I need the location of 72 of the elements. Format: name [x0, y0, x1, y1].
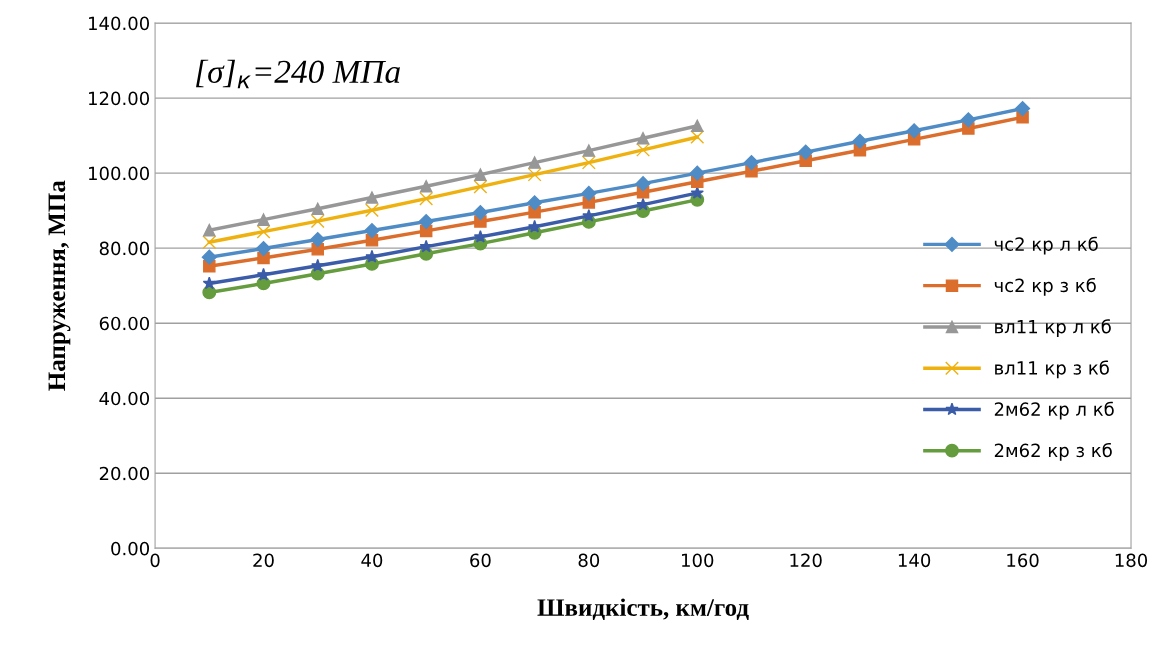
- y-tick-label: 40.00: [99, 391, 150, 406]
- x-tick-label: 140: [898, 553, 931, 568]
- x-tick-label: 20: [253, 553, 274, 568]
- point: [527, 195, 543, 211]
- y-tick-label: 140.00: [89, 16, 150, 31]
- point: [960, 112, 976, 128]
- point: [472, 204, 488, 221]
- point: [256, 267, 271, 281]
- point: [636, 131, 650, 145]
- point: [419, 239, 433, 253]
- point: [202, 276, 216, 290]
- point: [365, 249, 379, 263]
- point: [365, 191, 379, 204]
- point: [636, 142, 650, 157]
- point: [473, 179, 488, 194]
- y-tick-label: 100.00: [89, 166, 150, 181]
- y-tick-label: 80.00: [99, 241, 150, 256]
- point: [201, 249, 217, 265]
- point: [364, 222, 380, 239]
- point: [473, 229, 488, 243]
- legend-label: чс2 кр з кб: [994, 277, 1096, 296]
- point: [528, 156, 541, 169]
- point: [1015, 101, 1031, 117]
- point: [906, 123, 922, 139]
- point: [581, 185, 597, 201]
- y-tick-label: 120.00: [89, 91, 150, 106]
- legend-label: 2м62 кр л кб: [994, 401, 1114, 420]
- legend-label: 2м62 кр з кб: [994, 442, 1112, 461]
- point: [582, 144, 596, 157]
- point: [255, 240, 272, 257]
- point: [691, 119, 704, 133]
- y-tick-label: 20.00: [99, 466, 150, 481]
- point: [581, 155, 596, 170]
- point: [852, 133, 868, 149]
- point: [256, 224, 271, 239]
- point: [419, 191, 434, 206]
- legend-label: чс2 кр л кб: [994, 236, 1098, 255]
- x-tick-label: 160: [1007, 553, 1039, 568]
- x-tick-label: 100: [682, 553, 714, 568]
- y-axis-title: Напруження, МПа: [48, 180, 71, 391]
- point: [527, 167, 542, 182]
- point: [203, 223, 216, 237]
- point: [582, 208, 596, 222]
- point: [419, 180, 433, 193]
- point: [635, 176, 651, 192]
- point: [257, 213, 270, 226]
- annotation: [σ]$_{к}$=240 МПа: [196, 59, 400, 89]
- point: [798, 144, 814, 160]
- point: [418, 213, 434, 230]
- y-tick-label: 60.00: [99, 316, 150, 331]
- x-tick-label: 80: [578, 553, 600, 568]
- x-axis-title: Швидкість, км/год: [537, 598, 749, 621]
- point: [689, 165, 705, 181]
- point: [311, 202, 324, 216]
- x-tick-label: 120: [790, 553, 822, 568]
- point: [365, 203, 379, 218]
- x-tick-label: 60: [470, 553, 491, 568]
- legend-label: вл11 кр з кб: [995, 360, 1109, 379]
- legend-label: вл11 кр л кб: [995, 319, 1111, 337]
- point: [690, 186, 704, 199]
- point: [202, 235, 217, 250]
- point: [310, 231, 326, 248]
- y-tick-label: 0.00: [111, 541, 150, 556]
- point: [743, 155, 760, 171]
- point: [636, 197, 650, 211]
- point: [311, 258, 325, 272]
- x-tick-label: 40: [361, 553, 383, 568]
- point: [474, 168, 487, 181]
- x-tick-label: 180: [1115, 553, 1148, 568]
- point: [690, 130, 705, 145]
- point: [310, 214, 325, 229]
- x-tick-label: 0: [150, 553, 160, 568]
